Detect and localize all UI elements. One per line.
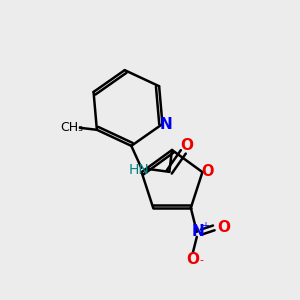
Text: HN: HN: [129, 163, 150, 177]
Text: +: +: [201, 221, 209, 231]
Text: N: N: [160, 117, 173, 132]
Text: N: N: [191, 224, 204, 239]
Text: O: O: [217, 220, 230, 236]
Text: O: O: [180, 138, 193, 153]
Text: O: O: [201, 164, 214, 178]
Text: O: O: [186, 252, 199, 267]
Text: CH₃: CH₃: [60, 121, 83, 134]
Text: -: -: [200, 255, 204, 265]
